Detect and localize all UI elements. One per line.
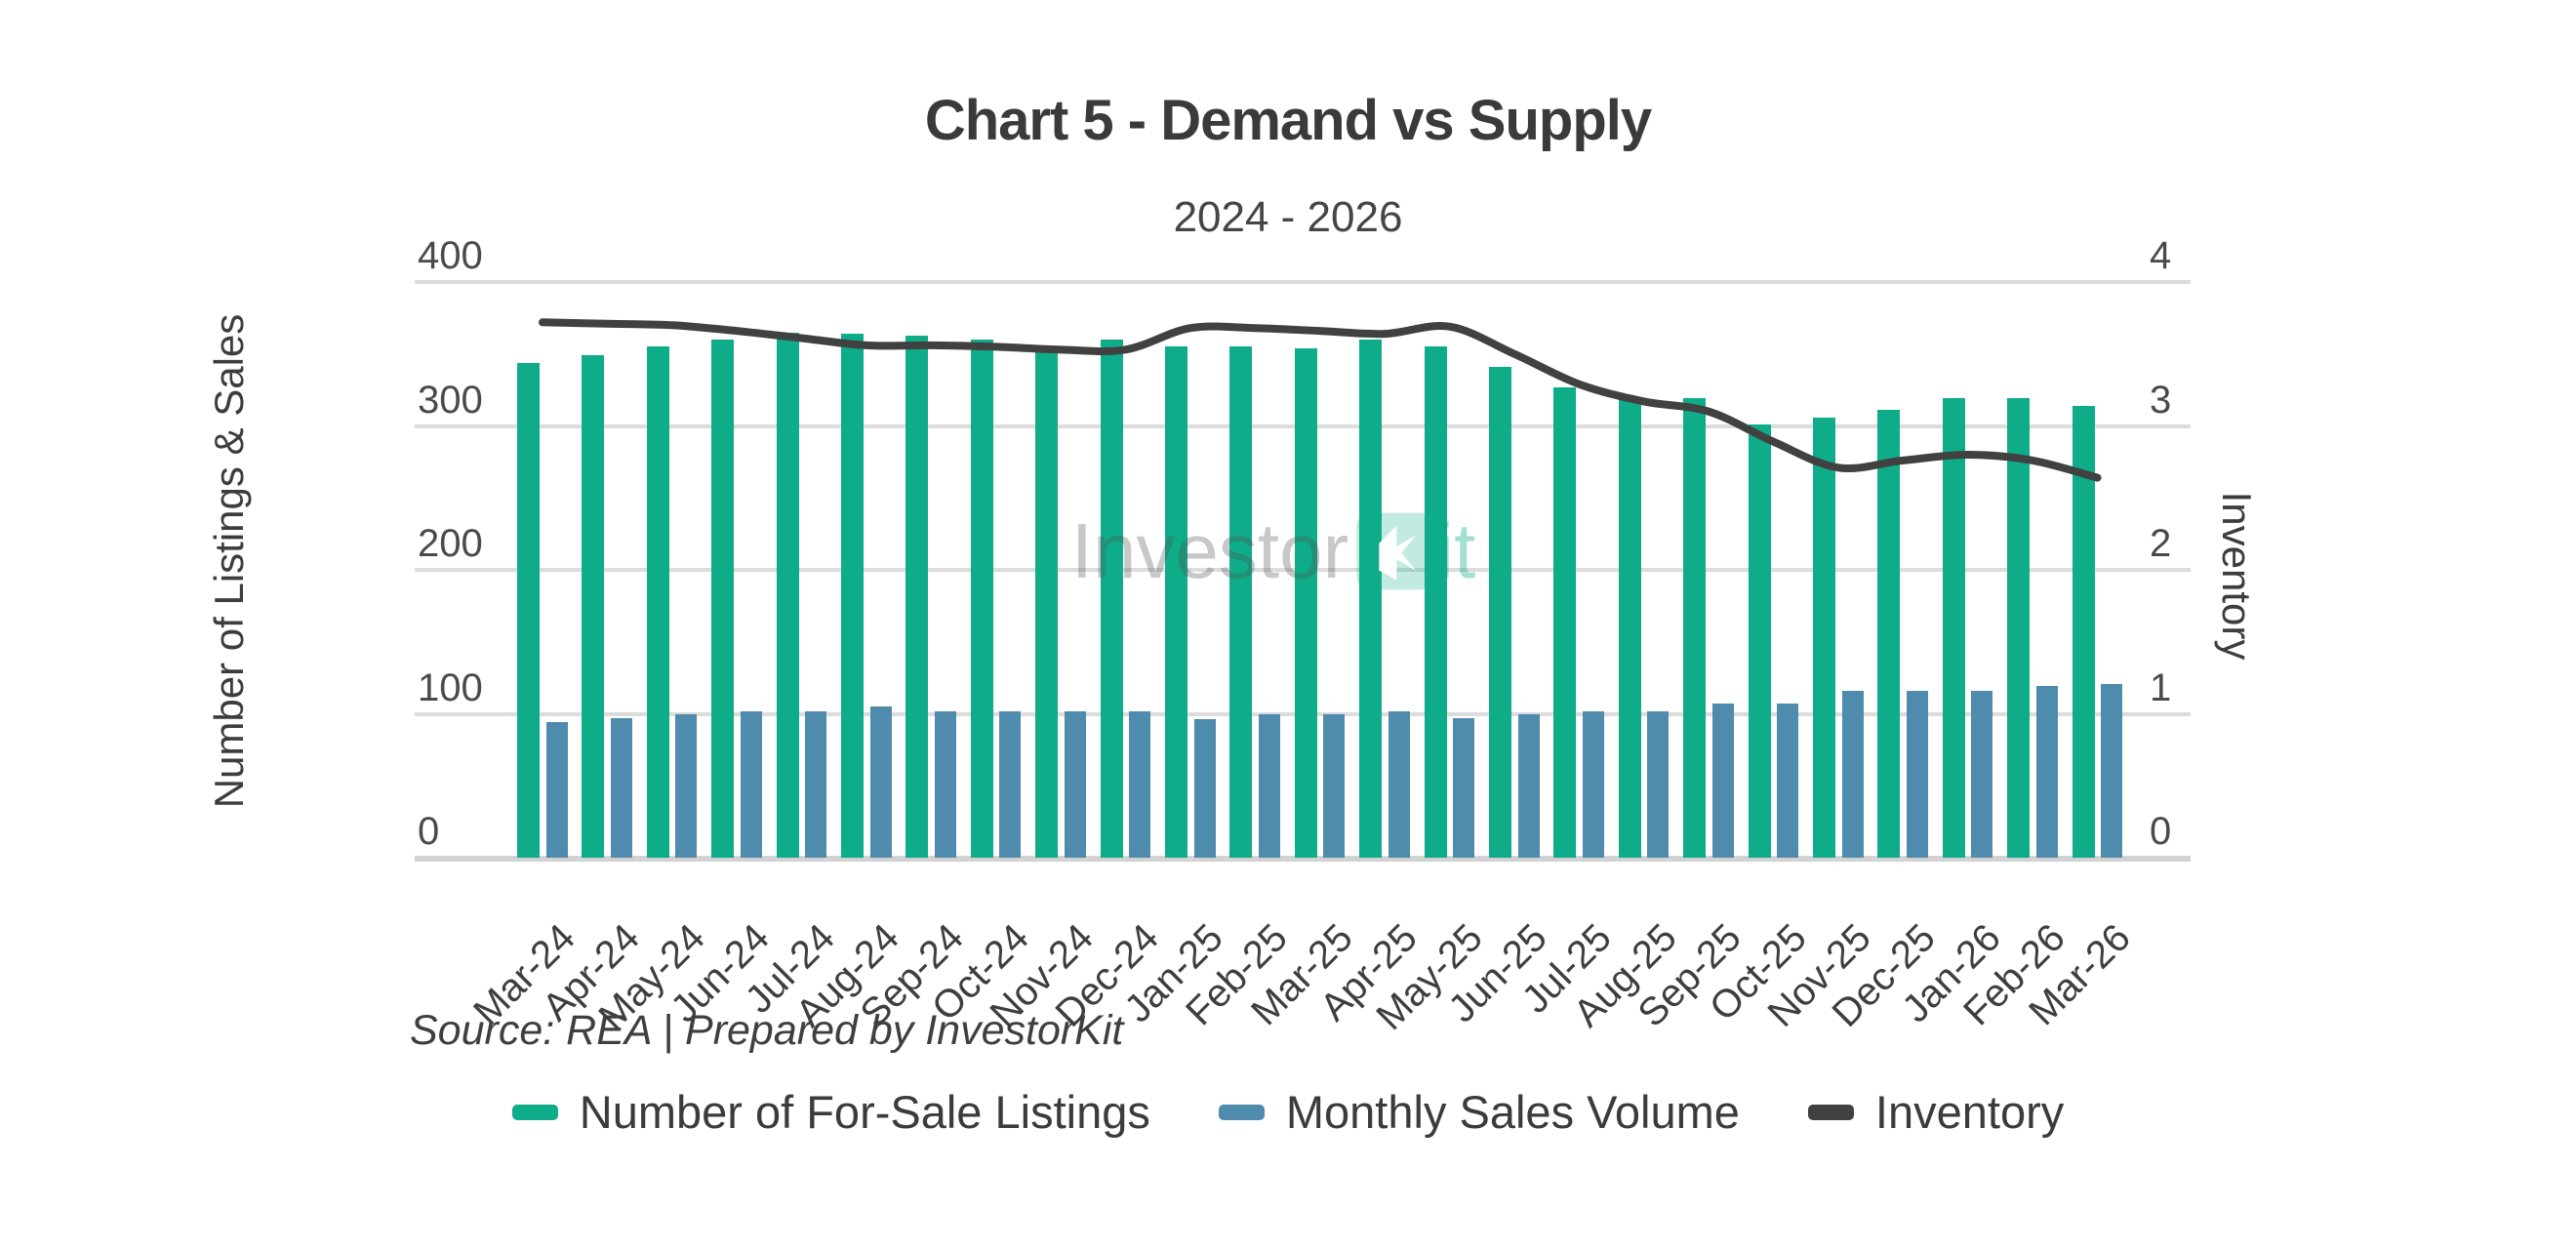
legend-label-listings: Number of For-Sale Listings: [579, 1086, 1150, 1138]
sales-bar-Aug-25: [1647, 710, 1670, 858]
sales-bar-Feb-26: [2035, 686, 2058, 858]
sales-bar-Jun-25: [1517, 713, 1540, 858]
listings-bar-Sep-25: [1683, 398, 1707, 858]
listings-bar-Apr-25: [1359, 340, 1383, 858]
listings-bar-Apr-24: [582, 355, 605, 858]
sales-bar-Jun-24: [740, 710, 762, 858]
listings-bar-Nov-24: [1035, 350, 1059, 858]
right-axis-tick-4: 4: [2150, 234, 2172, 277]
left-axis-tick-400: 400: [418, 234, 483, 277]
listings-bar-Dec-25: [1877, 410, 1901, 858]
left-axis-title: Number of Listings & Sales: [206, 313, 252, 809]
listings-bar-Sep-24: [906, 335, 929, 858]
investorkit-watermark: Investor it: [1071, 506, 1476, 596]
sales-bar-Jan-25: [1193, 719, 1216, 858]
sales-bar-Nov-24: [1064, 710, 1086, 858]
listings-bar-Jan-26: [1942, 398, 1965, 858]
listings-bar-Dec-24: [1100, 340, 1123, 858]
sales-bar-Sep-25: [1711, 704, 1734, 858]
right-axis-tick-1: 1: [2150, 665, 2172, 709]
listings-bar-Feb-25: [1229, 346, 1253, 858]
left-axis-tick-0: 0: [418, 810, 440, 853]
right-axis-tick-2: 2: [2150, 522, 2172, 565]
listings-bar-Jul-24: [776, 332, 799, 858]
sales-bar-Oct-24: [999, 710, 1022, 858]
listings-bar-Aug-24: [841, 334, 864, 858]
gridline-400: [415, 280, 2191, 284]
legend-label-sales: Monthly Sales Volume: [1285, 1086, 1740, 1138]
sales-bar-Nov-25: [1841, 690, 1864, 858]
right-axis-title: Inventory: [2214, 491, 2260, 661]
listings-bar-Jun-25: [1489, 367, 1511, 858]
listings-bar-Jul-25: [1553, 386, 1577, 858]
left-axis-tick-100: 100: [418, 665, 483, 709]
listings-bar-Feb-26: [2007, 398, 2031, 858]
sales-bar-Jul-25: [1582, 710, 1604, 858]
sales-bar-Sep-24: [934, 710, 956, 858]
sales-bar-Jul-24: [805, 710, 827, 858]
legend-label-inventory: Inventory: [1874, 1086, 2065, 1138]
listings-bar-Jun-24: [711, 340, 735, 858]
legend: Number of For-Sale Listings Monthly Sale…: [0, 1085, 2576, 1139]
right-axis-tick-3: 3: [2150, 378, 2172, 422]
sales-bar-Mar-25: [1323, 713, 1346, 858]
legend-item-listings: Number of For-Sale Listings: [511, 1085, 1150, 1139]
chart-title: Chart 5 - Demand vs Supply: [924, 89, 1652, 152]
listings-bar-May-24: [646, 346, 669, 858]
listings-bar-Mar-25: [1294, 347, 1317, 858]
chart-subtitle: 2024 - 2026: [1173, 193, 1403, 241]
listings-bar-Mar-26: [2072, 405, 2095, 858]
right-axis-tick-0: 0: [2150, 810, 2172, 853]
sales-bar-May-24: [675, 713, 698, 858]
listings-bar-May-25: [1424, 346, 1447, 858]
legend-swatch-listings: [511, 1104, 558, 1120]
legend-item-sales: Monthly Sales Volume: [1218, 1085, 1740, 1139]
listings-bar-Mar-24: [517, 362, 540, 858]
sales-bar-Feb-25: [1258, 713, 1280, 858]
listings-bar-Jan-25: [1165, 346, 1187, 858]
listings-bar-Oct-25: [1748, 424, 1771, 858]
legend-swatch-sales: [1218, 1104, 1265, 1120]
source-note: Source: REA | Prepared by InvestorKit: [410, 1007, 1124, 1054]
sales-bar-Mar-24: [545, 722, 568, 858]
legend-item-inventory: Inventory: [1807, 1085, 2065, 1139]
listings-bar-Oct-24: [970, 340, 993, 858]
sales-bar-Jan-26: [1971, 690, 1993, 858]
left-axis-tick-300: 300: [418, 378, 483, 422]
sales-bar-Oct-25: [1777, 704, 1799, 858]
legend-swatch-inventory: [1807, 1104, 1854, 1120]
sales-bar-Mar-26: [2101, 683, 2123, 858]
listings-bar-Aug-25: [1618, 398, 1641, 858]
sales-bar-Aug-24: [869, 706, 892, 858]
sales-bar-Apr-25: [1388, 710, 1410, 858]
sales-bar-May-25: [1453, 717, 1475, 858]
listings-bar-Nov-25: [1813, 417, 1835, 858]
sales-bar-Dec-25: [1906, 690, 1928, 858]
left-axis-tick-200: 200: [418, 522, 483, 565]
sales-bar-Apr-24: [610, 717, 632, 858]
sales-bar-Dec-24: [1129, 710, 1151, 858]
x-axis-baseline: [415, 856, 2191, 862]
